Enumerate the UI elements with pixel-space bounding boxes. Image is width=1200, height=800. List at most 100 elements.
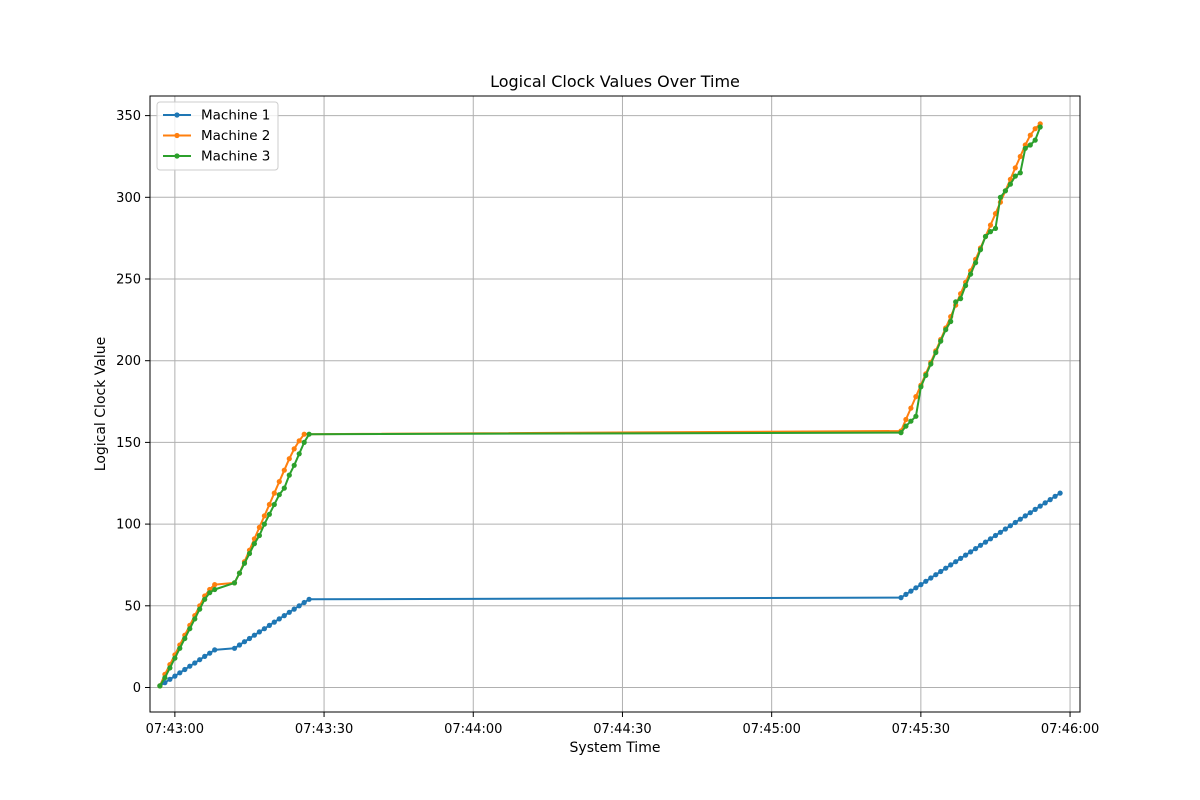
data-point bbox=[958, 296, 964, 302]
legend-box bbox=[156, 101, 279, 171]
data-point bbox=[938, 568, 944, 575]
y-tick-label: 100 bbox=[116, 518, 141, 533]
y-tick-label: 200 bbox=[116, 354, 141, 369]
data-point bbox=[207, 590, 213, 596]
data-point bbox=[266, 501, 272, 508]
data-point bbox=[296, 451, 302, 457]
data-point bbox=[182, 635, 188, 642]
data-point bbox=[923, 578, 929, 584]
data-point bbox=[281, 467, 287, 473]
data-point bbox=[977, 542, 984, 548]
data-point bbox=[923, 372, 929, 378]
data-point bbox=[301, 599, 307, 606]
data-point bbox=[903, 423, 909, 429]
data-point bbox=[172, 655, 178, 661]
data-point bbox=[898, 430, 904, 436]
data-point bbox=[271, 501, 277, 508]
data-point bbox=[157, 683, 163, 689]
data-point bbox=[167, 676, 173, 682]
data-point bbox=[271, 619, 277, 625]
grid bbox=[150, 96, 1080, 712]
data-point bbox=[1052, 493, 1058, 499]
data-point bbox=[908, 405, 914, 411]
data-point bbox=[997, 529, 1004, 535]
legend-item: Machine 1 bbox=[163, 108, 270, 124]
data-point bbox=[301, 431, 307, 437]
data-point bbox=[276, 616, 282, 622]
plot-frame bbox=[149, 95, 1081, 713]
data-point bbox=[1012, 519, 1018, 526]
data-point bbox=[1017, 170, 1023, 176]
data-point bbox=[187, 626, 193, 632]
data-point bbox=[276, 479, 282, 485]
data-point bbox=[261, 521, 267, 527]
y-tick-label: 0 bbox=[133, 681, 141, 696]
data-point bbox=[898, 595, 904, 601]
data-point bbox=[982, 233, 989, 240]
data-point bbox=[202, 596, 208, 602]
chart-title: Logical Clock Values Over Time bbox=[490, 72, 740, 91]
data-point bbox=[281, 613, 287, 619]
legend-swatch-marker bbox=[174, 132, 180, 139]
x-tick-label: 07:45:30 bbox=[892, 722, 950, 737]
y-tick-label: 150 bbox=[116, 436, 141, 451]
data-point bbox=[987, 536, 994, 542]
x-tick-label: 07:46:00 bbox=[1041, 722, 1099, 737]
data-point bbox=[1027, 142, 1033, 148]
data-point bbox=[261, 626, 267, 632]
data-point bbox=[207, 650, 213, 656]
legend-item: Machine 2 bbox=[163, 128, 270, 144]
data-point bbox=[987, 222, 994, 228]
series-layer bbox=[157, 121, 1063, 689]
data-point bbox=[948, 318, 954, 325]
data-point bbox=[928, 361, 934, 367]
data-point bbox=[1007, 181, 1014, 187]
data-point bbox=[172, 673, 178, 679]
x-tick-label: 07:45:00 bbox=[742, 722, 800, 737]
data-point bbox=[251, 632, 257, 638]
y-tick-label: 350 bbox=[116, 109, 141, 124]
x-tick-label: 07:43:00 bbox=[146, 722, 204, 737]
data-point bbox=[903, 591, 909, 598]
data-point bbox=[928, 575, 934, 581]
data-point bbox=[982, 539, 989, 545]
data-point bbox=[241, 639, 248, 645]
data-point bbox=[301, 439, 307, 445]
data-point bbox=[192, 660, 198, 666]
data-point bbox=[968, 549, 974, 555]
data-point bbox=[973, 260, 979, 266]
data-point bbox=[291, 462, 297, 468]
data-point bbox=[948, 562, 954, 568]
data-point bbox=[231, 580, 238, 586]
data-point bbox=[943, 565, 949, 571]
data-point bbox=[953, 559, 959, 565]
data-point bbox=[1032, 506, 1038, 512]
data-point bbox=[1017, 153, 1023, 160]
x-tick-label: 07:44:30 bbox=[593, 722, 651, 737]
data-point bbox=[266, 622, 272, 629]
series-1 bbox=[157, 490, 1063, 689]
data-point bbox=[987, 229, 994, 235]
data-point bbox=[256, 532, 262, 539]
data-point bbox=[286, 456, 292, 462]
data-point bbox=[192, 616, 198, 622]
data-point bbox=[286, 472, 292, 478]
data-point bbox=[1007, 523, 1014, 529]
legend-swatch-marker bbox=[174, 112, 180, 118]
y-axis: 0 50 100 150 200 250 300 350 bbox=[116, 109, 150, 696]
legend-swatch-marker bbox=[174, 153, 180, 159]
legend: Machine 1 Machine 2 Machine 3 bbox=[156, 101, 279, 171]
data-point bbox=[933, 572, 939, 578]
data-point bbox=[182, 666, 188, 673]
data-point bbox=[251, 541, 257, 547]
data-point bbox=[1042, 500, 1048, 506]
legend-label: Machine 3 bbox=[201, 149, 270, 165]
data-point bbox=[202, 653, 208, 660]
data-point bbox=[992, 532, 999, 539]
data-point bbox=[1057, 490, 1063, 496]
data-point bbox=[187, 663, 193, 669]
data-point bbox=[271, 490, 277, 496]
x-axis: 07:43:00 07:43:30 07:44:00 07:44:30 07:45:00… bbox=[146, 712, 1099, 737]
data-point bbox=[306, 431, 312, 437]
